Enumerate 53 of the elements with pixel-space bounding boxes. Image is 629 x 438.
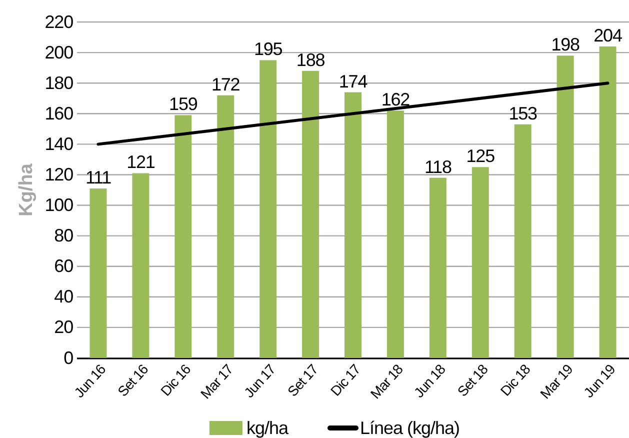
y-tick-label: 20 [54,317,74,338]
data-label: 153 [508,103,538,124]
data-label: 198 [551,34,580,55]
x-tick-label: Set 18 [454,360,492,400]
bar [90,188,107,358]
data-label: 159 [169,94,198,114]
y-tick-label: 220 [44,12,74,32]
x-tick-label: Mar 17 [197,360,236,402]
bar [302,70,320,358]
bar [217,95,234,358]
bar [556,56,574,358]
y-tick-label: 0 [64,348,74,368]
y-tick-label: 140 [44,134,74,154]
x-tick-label: Jun 19 [580,360,619,401]
x-tick-label: Mar 19 [536,360,576,402]
y-tick-label: 120 [44,164,74,184]
data-label: 111 [85,167,112,188]
data-label: 118 [424,156,452,177]
data-label: 174 [338,71,368,92]
x-tick-label: Dic 16 [157,360,194,399]
legend-label: Línea (kg/ha) [360,418,460,438]
bar [132,173,150,358]
bar [174,115,192,358]
y-tick-label: 60 [54,256,74,276]
bar [514,124,532,358]
data-label: 195 [254,39,283,60]
bar [386,110,404,358]
data-label: 204 [594,25,622,46]
bar [599,46,616,358]
bar [344,92,362,358]
data-label: 188 [296,50,326,70]
y-tick-label: 160 [44,103,74,124]
data-label: 121 [126,152,156,172]
y-tick-label: 200 [44,42,74,62]
x-tick-label: Dic 17 [327,360,364,399]
data-label: 125 [466,146,496,166]
data-label: 162 [381,90,410,110]
y-axis-title: Kg/ha [16,163,37,216]
x-tick-label: Mar 18 [367,360,406,402]
x-tick-label: Jun 18 [410,360,449,401]
x-tick-label: Set 16 [114,360,152,400]
y-tick-label: 80 [54,226,74,246]
y-tick-label: 40 [54,286,74,307]
y-tick-label: 180 [44,72,74,93]
legend-label: kg/ha [246,418,290,438]
x-tick-label: Jun 17 [240,360,279,401]
data-label: 172 [212,74,240,94]
x-tick-label: Dic 18 [497,360,534,399]
bar [472,167,489,358]
bar [260,60,277,358]
y-tick-label: 100 [44,195,74,216]
bar [429,178,446,358]
x-tick-label: Set 17 [284,360,322,400]
